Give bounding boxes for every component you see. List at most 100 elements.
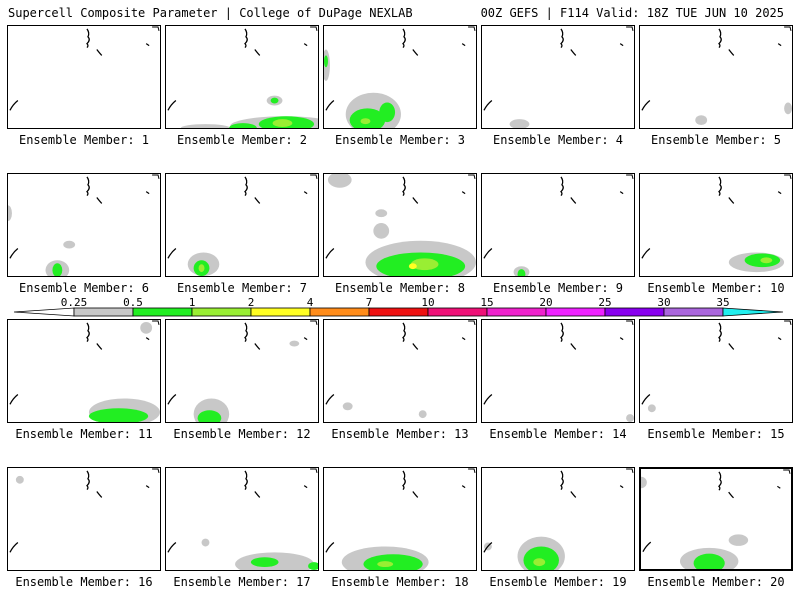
coastline-outline [784, 26, 792, 32]
ensemble-label-5: Ensemble Member: 5 [650, 133, 782, 147]
ensemble-label-11: Ensemble Member: 11 [15, 427, 153, 441]
ensemble-label-12: Ensemble Member: 12 [173, 427, 311, 441]
coastline-outline [619, 485, 624, 489]
scp-contour-fill [272, 119, 293, 128]
model-run-info: 00Z GEFS | F114 Valid: 18Z TUE JUN 10 20… [480, 6, 784, 20]
coastline-outline [784, 320, 792, 326]
coastline-outline [784, 174, 792, 180]
coastline-outline [483, 542, 493, 553]
map-canvas [167, 468, 318, 570]
ensemble-map-14[interactable] [481, 319, 635, 423]
ensemble-map-10[interactable] [639, 173, 793, 277]
coastline-outline [412, 49, 419, 56]
coastline-outline [718, 176, 722, 197]
ensemble-map-1[interactable] [7, 25, 161, 129]
legend-tick-label: 4 [307, 296, 314, 309]
ensemble-label-3: Ensemble Member: 3 [334, 133, 466, 147]
coastline-outline [167, 394, 177, 405]
scp-contour-fill [342, 402, 353, 411]
coastline-outline [310, 174, 318, 180]
legend-tick-label: 2 [248, 296, 255, 309]
legend-tick-label: 1 [189, 296, 196, 309]
ensemble-map-2[interactable] [165, 25, 319, 129]
scp-contour-fill [695, 115, 708, 126]
coastline-outline [728, 491, 734, 499]
map-canvas [483, 468, 634, 570]
ensemble-map-8[interactable] [323, 173, 477, 277]
ensemble-map-5[interactable] [639, 25, 793, 129]
scp-contour-fill [88, 408, 149, 422]
coastline-outline [402, 176, 406, 197]
coastline-outline [303, 43, 308, 47]
ensemble-map-9[interactable] [481, 173, 635, 277]
coastline-outline [303, 191, 308, 195]
legend-tick-label: 30 [657, 296, 670, 309]
ensemble-label-7: Ensemble Member: 7 [176, 281, 308, 295]
scp-contour-fill [641, 476, 647, 489]
ensemble-map-20[interactable] [639, 467, 793, 571]
legend-tick-label: 25 [598, 296, 611, 309]
ensemble-map-7[interactable] [165, 173, 319, 277]
coastline-outline [777, 43, 782, 47]
coastline-outline [325, 542, 335, 553]
coastline-outline [570, 491, 577, 498]
ensemble-label-1: Ensemble Member: 1 [18, 133, 150, 147]
legend-tick-label: 10 [421, 296, 434, 309]
coastline-outline [641, 394, 651, 405]
ensemble-map-13[interactable] [323, 319, 477, 423]
coastline-outline [9, 100, 19, 111]
coastline-outline [626, 468, 634, 474]
legend-color-swatch [73, 307, 134, 317]
ensemble-map-19[interactable] [481, 467, 635, 571]
coastline-outline [402, 322, 406, 343]
coastline-outline [570, 49, 577, 56]
ensemble-map-12[interactable] [165, 319, 319, 423]
map-canvas [167, 320, 318, 422]
coastline-outline [96, 49, 103, 56]
coastline-outline [468, 26, 476, 32]
ensemble-map-11[interactable] [7, 319, 161, 423]
coastline-outline [402, 28, 406, 49]
coastline-outline [483, 394, 493, 405]
ensemble-map-18[interactable] [323, 467, 477, 571]
coastline-outline [560, 28, 564, 49]
ensemble-label-14: Ensemble Member: 14 [489, 427, 627, 441]
coastline-outline [728, 197, 735, 204]
coastline-outline [96, 491, 103, 498]
ensemble-label-10: Ensemble Member: 10 [647, 281, 785, 295]
legend-tick-label: 0.25 [61, 296, 88, 309]
legend-color-swatch [486, 307, 547, 317]
legend-color-swatch [722, 307, 784, 317]
coastline-outline [777, 337, 782, 341]
map-canvas [9, 468, 160, 553]
coastline-outline [254, 49, 261, 56]
ensemble-map-6[interactable] [7, 173, 161, 277]
ensemble-map-3[interactable] [323, 25, 477, 129]
coastline-outline [9, 394, 19, 405]
map-canvas [483, 174, 634, 276]
ensemble-map-4[interactable] [481, 25, 635, 129]
coastline-outline [468, 468, 476, 474]
ensemble-label-20: Ensemble Member: 20 [647, 575, 785, 589]
ensemble-map-16[interactable] [7, 467, 161, 571]
scp-contour-fill [140, 321, 153, 334]
coastline-outline [9, 248, 19, 259]
ensemble-map-17[interactable] [165, 467, 319, 571]
coastline-outline [718, 322, 722, 343]
ensemble-label-4: Ensemble Member: 4 [492, 133, 624, 147]
coastline-outline [641, 100, 651, 111]
coastline-outline [461, 485, 466, 489]
coastline-outline [560, 322, 564, 343]
map-canvas [9, 320, 160, 422]
scp-contour-fill [270, 97, 279, 104]
ensemble-map-15[interactable] [639, 319, 793, 423]
ensemble-label-9: Ensemble Member: 9 [492, 281, 624, 295]
coastline-outline [9, 542, 19, 553]
coastline-outline [86, 28, 90, 49]
scp-contour-fill [198, 264, 205, 273]
coastline-outline [626, 174, 634, 180]
ensemble-label-19: Ensemble Member: 19 [489, 575, 627, 589]
scp-contour-fill [250, 557, 279, 568]
map-canvas [641, 469, 791, 569]
scp-contour-fill [63, 240, 76, 249]
